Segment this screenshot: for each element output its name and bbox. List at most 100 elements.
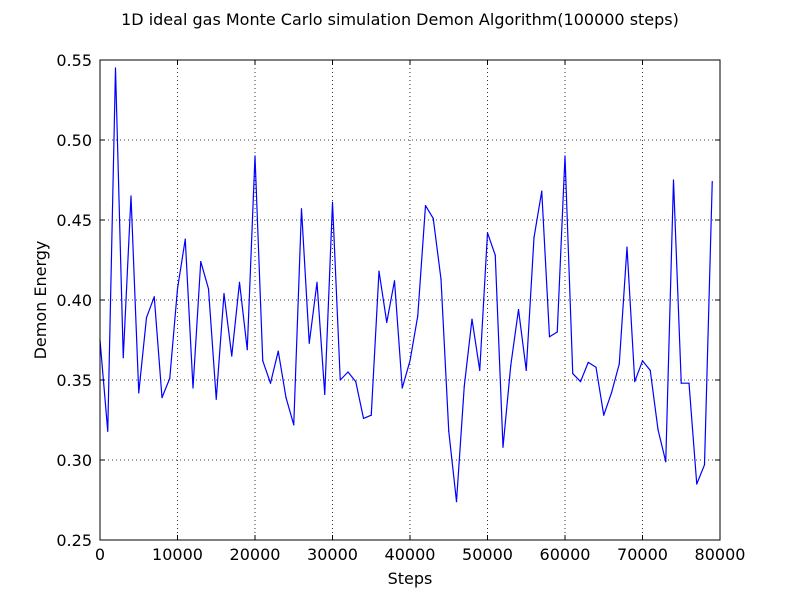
y-tick-label: 0.35: [56, 371, 92, 390]
data-point: [703, 464, 706, 466]
data-point: [525, 369, 527, 371]
data-point: [331, 201, 334, 203]
data-point: [409, 360, 411, 362]
y-tick-label: 0.45: [56, 211, 92, 230]
data-point: [176, 288, 179, 290]
data-point: [479, 369, 481, 371]
data-point: [355, 381, 357, 383]
data-point: [324, 393, 326, 395]
data-point: [347, 371, 349, 373]
data-point: [362, 417, 365, 419]
x-tick-label: 80000: [695, 545, 746, 564]
data-point: [665, 461, 667, 463]
data-point: [603, 414, 605, 416]
data-point: [223, 293, 225, 295]
x-tick-label: 10000: [152, 545, 203, 564]
y-tick-label: 0.40: [56, 291, 92, 310]
y-tick-label: 0.55: [56, 51, 92, 70]
data-point: [107, 430, 109, 432]
data-point: [494, 254, 496, 256]
x-tick-label: 20000: [230, 545, 281, 564]
data-point: [130, 195, 132, 197]
data-point: [184, 238, 186, 240]
data-point: [316, 281, 318, 283]
data-point: [161, 397, 163, 399]
data-point: [634, 381, 636, 383]
data-point: [548, 336, 551, 338]
data-point: [145, 317, 148, 319]
data-point: [207, 288, 210, 290]
y-tick-label: 0.50: [56, 131, 92, 150]
series-layer: [99, 67, 713, 503]
data-point: [238, 281, 241, 283]
x-tick-labels: 0 10000 20000 30000 40000 50000 60000 70000 8000…: [95, 545, 746, 564]
data-point: [587, 361, 589, 363]
data-point: [114, 67, 117, 69]
data-point: [649, 369, 651, 371]
data-point: [378, 270, 380, 272]
data-point: [517, 309, 520, 311]
data-point: [595, 366, 597, 368]
data-point: [254, 155, 256, 157]
data-point: [192, 387, 194, 389]
data-point: [169, 377, 171, 379]
data-point: [246, 349, 248, 351]
data-point: [455, 501, 458, 503]
data-point: [510, 365, 512, 367]
data-point: [610, 392, 613, 394]
chart-title: 1D ideal gas Monte Carlo simulation Demo…: [121, 10, 679, 29]
x-tick-label: 60000: [540, 545, 591, 564]
data-point: [711, 181, 713, 183]
y-tick-labels: 0.25 0.30 0.35 0.40 0.45 0.50 0.55: [56, 51, 92, 550]
data-point: [300, 208, 303, 210]
x-axis-label: Steps: [388, 569, 433, 588]
data-point: [533, 237, 535, 239]
data-point: [564, 155, 566, 157]
data-point: [277, 350, 279, 352]
data-point: [618, 363, 620, 365]
data-point: [339, 379, 341, 381]
data-point: [269, 382, 272, 384]
data-point: [672, 179, 675, 181]
data-point: [502, 446, 504, 448]
data-point: [138, 392, 140, 394]
data-point: [657, 429, 659, 431]
tick-marks: [99, 59, 721, 541]
data-point: [393, 280, 396, 282]
data-point: [463, 385, 465, 387]
x-tick-label: 50000: [462, 545, 513, 564]
data-point: [417, 315, 419, 317]
data-point: [579, 381, 582, 383]
data-point: [448, 430, 450, 432]
data-point: [471, 318, 473, 320]
y-tick-label: 0.25: [56, 531, 92, 550]
data-point: [556, 331, 558, 333]
data-point: [122, 357, 124, 359]
data-point: [215, 398, 217, 400]
data-point: [688, 382, 690, 384]
data-point: [572, 373, 574, 375]
data-point: [696, 483, 698, 485]
data-point: [626, 246, 628, 248]
data-point: [440, 278, 442, 280]
data-point: [308, 342, 310, 344]
x-tick-label: 70000: [617, 545, 668, 564]
x-tick-label: 0: [95, 545, 105, 564]
x-tick-label: 30000: [307, 545, 358, 564]
data-point: [432, 217, 434, 219]
y-axis-label: Demon Energy: [31, 241, 50, 360]
data-point: [370, 414, 372, 416]
series-line: [99, 67, 713, 503]
data-point: [424, 205, 427, 207]
data-point: [153, 296, 155, 298]
data-point: [262, 360, 264, 362]
data-point: [293, 424, 295, 426]
data-point: [486, 232, 489, 234]
data-point: [231, 355, 233, 357]
y-tick-label: 0.30: [56, 451, 92, 470]
data-point: [386, 321, 388, 323]
x-tick-label: 40000: [385, 545, 436, 564]
data-point: [401, 387, 403, 389]
data-point: [680, 382, 682, 384]
